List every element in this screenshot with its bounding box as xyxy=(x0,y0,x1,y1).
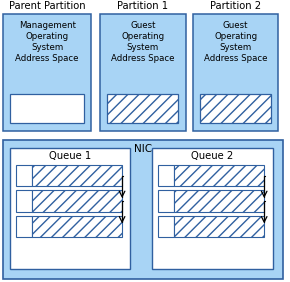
Bar xyxy=(158,190,174,212)
Bar xyxy=(193,14,278,131)
Bar xyxy=(32,190,122,212)
Text: NIC: NIC xyxy=(134,144,152,154)
Text: Child
Partition 1: Child Partition 1 xyxy=(117,0,168,11)
Text: Child
Partition 2: Child Partition 2 xyxy=(210,0,261,11)
Bar xyxy=(16,190,32,212)
Bar xyxy=(10,94,84,123)
Bar xyxy=(16,216,32,237)
Text: Parent Partition: Parent Partition xyxy=(9,1,86,11)
Text: Queue 2: Queue 2 xyxy=(191,151,233,161)
Bar xyxy=(158,165,174,186)
Bar xyxy=(174,216,264,237)
Bar xyxy=(32,216,122,237)
Bar xyxy=(158,216,174,237)
Bar xyxy=(32,165,122,186)
Text: Management
Operating
System
Address Space: Management Operating System Address Spac… xyxy=(15,21,79,63)
Bar xyxy=(107,94,178,123)
Bar xyxy=(10,148,130,269)
Bar xyxy=(3,14,91,131)
Text: Guest
Operating
System
Address Space: Guest Operating System Address Space xyxy=(111,21,175,63)
Bar xyxy=(3,140,283,279)
Text: Queue 1: Queue 1 xyxy=(49,151,91,161)
Bar xyxy=(200,94,271,123)
Bar xyxy=(16,165,32,186)
Bar xyxy=(174,190,264,212)
Bar xyxy=(174,165,264,186)
Text: Guest
Operating
System
Address Space: Guest Operating System Address Space xyxy=(204,21,267,63)
Bar xyxy=(152,148,273,269)
Bar xyxy=(100,14,186,131)
